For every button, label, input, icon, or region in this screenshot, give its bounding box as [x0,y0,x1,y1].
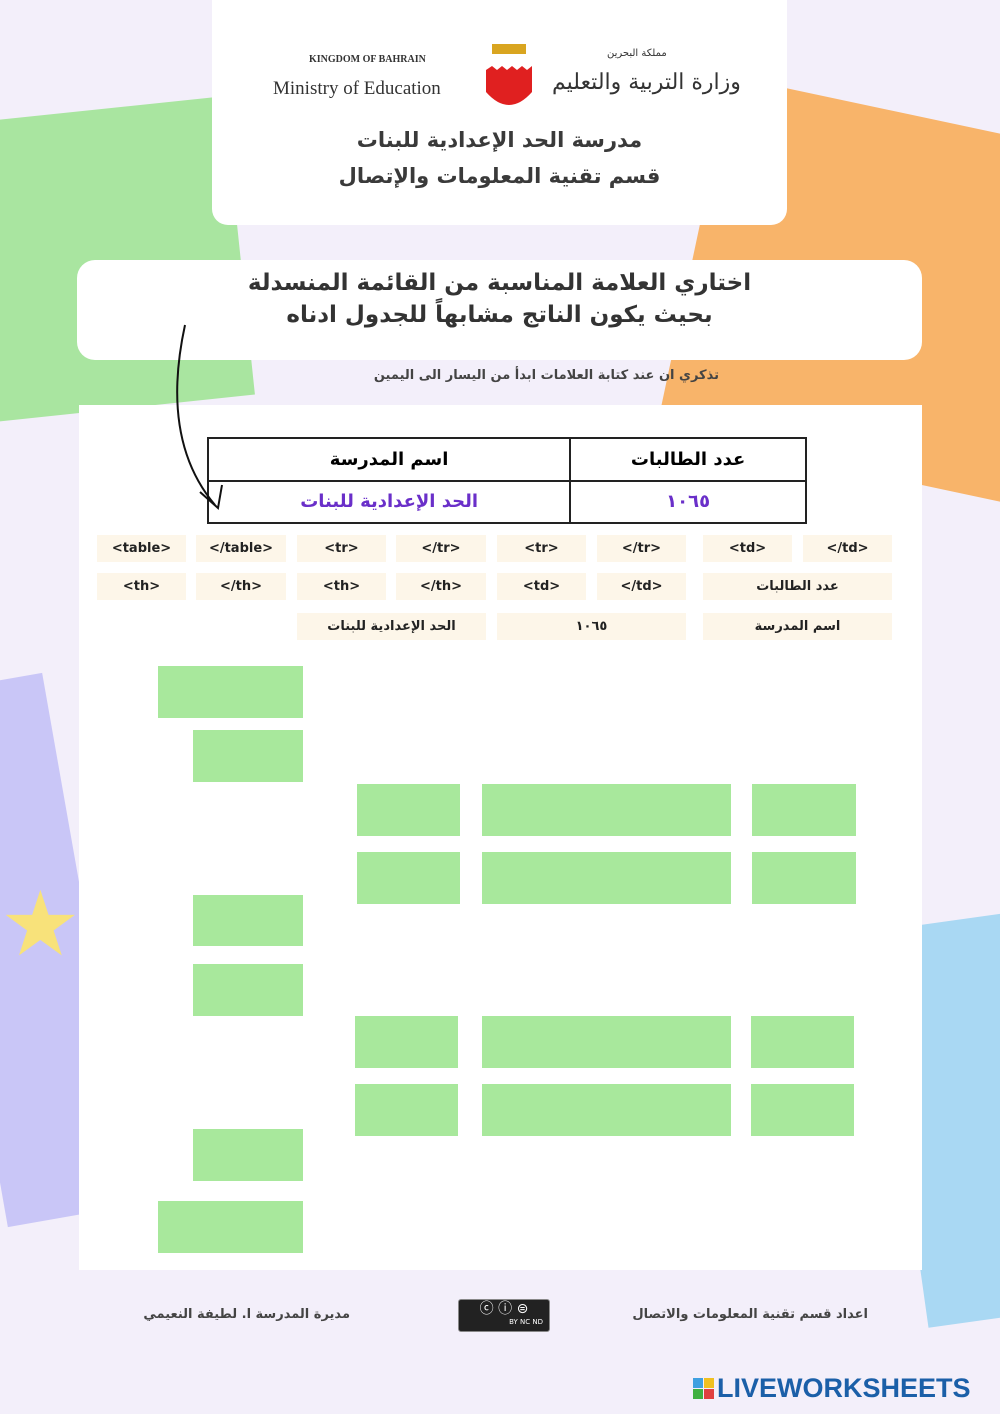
token[interactable]: اسم المدرسة [703,613,892,640]
drop-box[interactable] [193,895,303,946]
data-cell: الحد الإعدادية للبنات [206,479,572,524]
decor-star: ★ [0,872,81,977]
token[interactable]: <th> [97,573,186,600]
instruction-note: تذكري ان عند كتابة العلامات ابدأ من اليس… [373,368,719,383]
token[interactable]: <table> [97,535,186,562]
ministry-ar: وزارة التربية والتعليم [552,70,741,95]
sample-table: عدد الطالبات اسم المدرسة ١٠٦٥ الحد الإعداد… [206,437,807,524]
token[interactable]: </tr> [597,535,686,562]
drop-box[interactable] [482,1016,731,1068]
data-cell: ١٠٦٥ [569,479,807,524]
instruction-line-2: بحيث يكون الناتج مشابهاً للجدول ادناه [286,302,713,328]
prepared-by: اعداد قسم تقنية المعلومات والاتصال [632,1307,868,1322]
ministry-en: Ministry of Education [273,78,441,99]
header-cell: عدد الطالبات [569,437,807,482]
drop-box[interactable] [158,666,303,718]
cc-icon: ⓒ ⓘ ⊜ [479,1301,529,1317]
header: KINGDOM OF BAHRAIN Ministry of Education… [212,0,787,225]
drop-box[interactable] [482,1084,731,1136]
token[interactable]: </tr> [396,535,486,562]
liveworksheets-logo: LIVEWORKSHEETS [693,1373,971,1404]
drop-box[interactable] [158,1201,303,1253]
cc-license-badge: ⓒ ⓘ ⊜ BY NC ND [458,1299,550,1332]
drop-box[interactable] [193,1129,303,1181]
token[interactable]: </td> [803,535,892,562]
drop-box[interactable] [357,784,460,836]
token[interactable]: الحد الإعدادية للبنات [297,613,486,640]
instruction-line-1: اختاري العلامة المناسبة من القائمة المنس… [247,270,752,296]
drop-box[interactable] [193,964,303,1016]
drop-box[interactable] [355,1016,458,1068]
token[interactable]: </th> [196,573,286,600]
school-name: مدرسة الحد الإعدادية للبنات [356,128,643,152]
drop-box[interactable] [355,1084,458,1136]
token[interactable]: <tr> [497,535,586,562]
brand-name: LIVEWORKSHEETS [717,1373,971,1403]
kingdom-ar: مملكة البحرين [607,48,667,59]
principal: مديرة المدرسة ا. لطيفة النعيمي [143,1307,350,1322]
token[interactable]: </td> [597,573,686,600]
header-cell: اسم المدرسة [206,437,572,482]
drop-box[interactable] [193,730,303,782]
license-label: BY NC ND [509,1318,543,1326]
token[interactable]: ١٠٦٥ [497,613,686,640]
token[interactable]: <td> [703,535,792,562]
token[interactable]: عدد الطالبات [703,573,892,600]
token[interactable]: <th> [297,573,386,600]
token[interactable]: </th> [396,573,486,600]
token[interactable]: </table> [196,535,286,562]
bahrain-emblem-logo [478,44,540,118]
drop-box[interactable] [752,852,856,904]
token[interactable]: <tr> [297,535,386,562]
drop-box[interactable] [751,1016,854,1068]
drop-box[interactable] [482,784,731,836]
token[interactable]: <td> [497,573,586,600]
drop-box[interactable] [357,852,460,904]
department-name: قسم تقنية المعلومات والإتصال [338,164,661,188]
drop-box[interactable] [752,784,856,836]
logo-icon [693,1378,714,1399]
kingdom-label: KINGDOM OF BAHRAIN [309,54,426,65]
drop-box[interactable] [482,852,731,904]
arrow-icon [176,324,223,510]
instructions-box: اختاري العلامة المناسبة من القائمة المنس… [77,260,922,360]
drop-box[interactable] [751,1084,854,1136]
